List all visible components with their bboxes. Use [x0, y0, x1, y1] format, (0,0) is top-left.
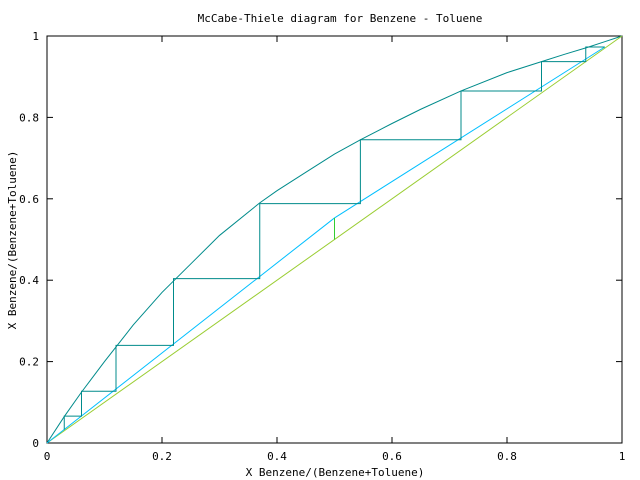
chart-title: McCabe-Thiele diagram for Benzene - Tolu… — [198, 12, 483, 25]
y-axis-label: X Benzene/(Benzene+Toluene) — [6, 151, 19, 330]
y-tick-label: 0.8 — [19, 111, 39, 124]
series-stage-steps — [63, 46, 605, 430]
plot-border — [46, 35, 623, 444]
plot-frame — [46, 35, 623, 444]
x-axis: 0 0.2 0.4 0.6 0.8 1 — [44, 36, 626, 463]
x-tick-label: 0.2 — [152, 450, 172, 463]
y-tick-label: 0.6 — [19, 193, 39, 206]
x-tick-label: 0.8 — [497, 450, 517, 463]
x-tick-label: 0.6 — [382, 450, 402, 463]
y-tick-label: 1 — [32, 30, 39, 43]
x-tick-label: 1 — [619, 450, 626, 463]
y-tick-label: 0 — [32, 437, 39, 450]
y-tick-label: 0.4 — [19, 274, 39, 287]
series-equilibrium-curve — [46, 35, 623, 444]
series-stripping-operating-line — [46, 217, 335, 444]
y-axis: 0 0.2 0.4 0.6 0.8 1 — [19, 30, 622, 450]
x-tick-label: 0.4 — [267, 450, 287, 463]
series-rectifying-operating-line — [334, 46, 606, 219]
y-tick-label: 0.2 — [19, 356, 39, 369]
x-tick-label: 0 — [44, 450, 51, 463]
x-axis-label: X Benzene/(Benzene+Toluene) — [246, 466, 425, 479]
series-layer — [46, 35, 623, 444]
